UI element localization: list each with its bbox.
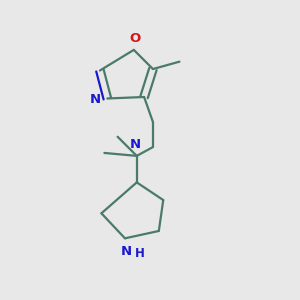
Text: N: N [130,139,141,152]
Text: O: O [130,32,141,45]
Text: N: N [90,93,101,106]
Text: H: H [135,247,145,260]
Text: N: N [121,245,132,258]
